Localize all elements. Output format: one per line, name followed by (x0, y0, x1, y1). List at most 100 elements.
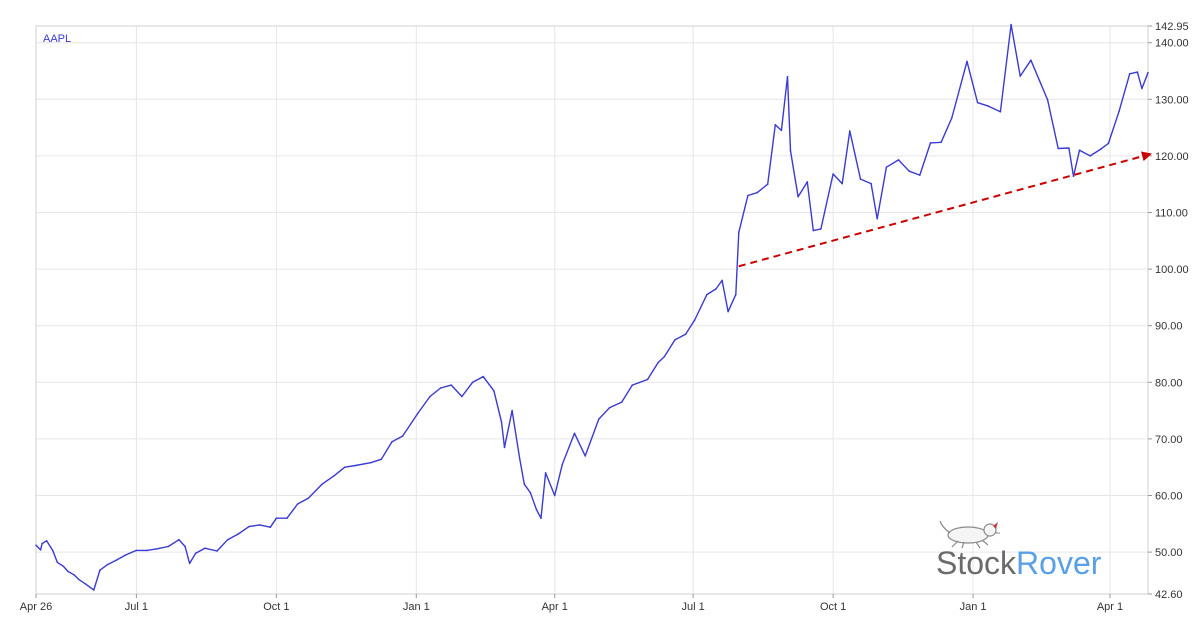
data-point (216, 550, 218, 552)
y-tick-label: 140.00 (1155, 38, 1189, 50)
data-point (715, 288, 717, 290)
data-point (146, 549, 148, 552)
data-point (178, 538, 180, 541)
chart-grid (36, 26, 1148, 594)
data-point (1147, 71, 1149, 74)
data-point (820, 228, 822, 230)
x-tick-label: Jan 1 (403, 601, 430, 613)
data-point (307, 497, 310, 500)
data-point (275, 517, 278, 519)
data-point (56, 561, 59, 564)
y-axis-ticks: 42.60 50.00 60.00 70.00 80.00 90.00 100.00 110.… (1148, 21, 1189, 601)
data-point (226, 538, 229, 541)
x-tick-label: Apr 1 (1097, 601, 1123, 613)
data-point (1141, 87, 1143, 90)
data-point (976, 101, 979, 104)
y-tick-label: 90.00 (1155, 321, 1183, 333)
data-point (39, 549, 42, 551)
series-layer (35, 23, 1149, 591)
x-tick-label: Oct 1 (263, 601, 289, 613)
data-point (450, 384, 453, 386)
data-point (684, 333, 687, 336)
data-point (987, 105, 990, 107)
y-tick-label: 42.60 (1155, 589, 1183, 601)
data-point (51, 549, 54, 552)
data-point (73, 574, 75, 576)
plot-area-border (35, 25, 1149, 595)
data-point (727, 310, 729, 313)
data-point (859, 178, 862, 180)
data-point (333, 474, 336, 477)
y-tick-label: 50.00 (1155, 547, 1183, 559)
x-tick-label: Jul 1 (682, 601, 705, 613)
data-point (780, 129, 783, 132)
data-point (766, 183, 769, 185)
data-point (885, 166, 888, 168)
trendline-arrow (738, 151, 1152, 268)
data-point (344, 466, 346, 469)
data-point (493, 390, 495, 392)
data-point (966, 60, 968, 63)
data-point (500, 421, 503, 423)
data-point (806, 181, 809, 183)
data-point (608, 407, 611, 409)
data-point (553, 494, 556, 497)
y-tick-label: 70.00 (1155, 434, 1183, 446)
data-point (721, 279, 723, 282)
data-point (41, 542, 43, 545)
data-point (786, 75, 789, 78)
data-point (1010, 23, 1012, 26)
data-point (321, 483, 323, 486)
data-point (789, 150, 792, 152)
data-point (518, 457, 521, 460)
y-tick-label: 130.00 (1155, 94, 1189, 106)
y-tick-label: 60.00 (1155, 491, 1183, 503)
data-point (738, 231, 740, 234)
data-point (535, 508, 538, 511)
data-point (1128, 73, 1131, 75)
data-point (1030, 59, 1032, 61)
data-point (1057, 147, 1059, 150)
data-point (870, 182, 872, 185)
data-point (646, 378, 649, 381)
data-point (832, 173, 834, 175)
data-point (471, 381, 474, 384)
series-line-aapl (35, 23, 1149, 591)
data-point (204, 547, 206, 549)
data-point (1107, 142, 1110, 145)
svg-text:StockRover: StockRover (936, 545, 1102, 581)
data-point (544, 472, 547, 474)
data-point (756, 191, 758, 194)
data-point (631, 384, 634, 386)
data-point (511, 409, 513, 412)
data-point (45, 540, 48, 542)
data-point (598, 418, 600, 420)
data-point (115, 559, 118, 561)
data-point (674, 339, 676, 341)
data-point (135, 549, 138, 552)
data-point (919, 174, 921, 176)
data-point (797, 195, 799, 198)
data-point (1068, 147, 1070, 149)
data-point (194, 552, 197, 554)
data-point (573, 432, 576, 435)
data-point (156, 547, 159, 550)
data-point (77, 578, 80, 581)
data-point (1136, 71, 1139, 73)
data-point (417, 412, 419, 415)
data-point (99, 569, 101, 571)
data-point (657, 361, 659, 364)
y-tick-label: 100.00 (1155, 264, 1189, 276)
data-point (125, 554, 127, 556)
data-point (897, 159, 900, 161)
data-point (286, 517, 288, 519)
data-point (876, 217, 878, 220)
y-tick-label: 80.00 (1155, 377, 1183, 389)
data-point (167, 545, 170, 548)
data-point (908, 170, 910, 172)
data-point (841, 182, 843, 185)
data-point (503, 446, 506, 449)
data-point (269, 526, 272, 528)
y-tick-label: 142.95 (1155, 21, 1189, 33)
